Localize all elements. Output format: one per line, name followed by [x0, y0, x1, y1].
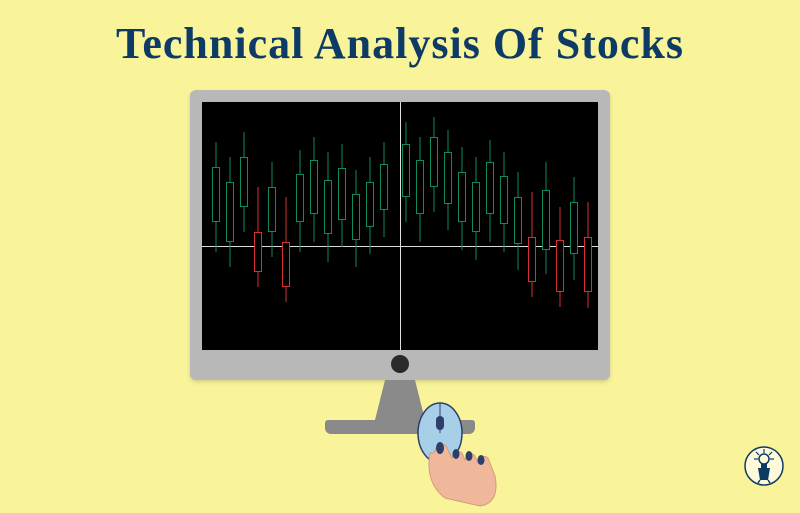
candlestick: [226, 102, 234, 350]
candlestick: [310, 102, 318, 350]
candlestick: [380, 102, 388, 350]
candlestick: [282, 102, 290, 350]
candlestick: [254, 102, 262, 350]
candlestick: [528, 102, 536, 350]
candlestick: [570, 102, 578, 350]
candlestick: [324, 102, 332, 350]
candlestick: [240, 102, 248, 350]
candlestick: [296, 102, 304, 350]
candlestick: [500, 102, 508, 350]
candlestick: [268, 102, 276, 350]
candlestick: [542, 102, 550, 350]
mouse-wheel-icon: [436, 416, 444, 430]
candlestick: [584, 102, 592, 350]
crosshair-vertical: [400, 102, 401, 350]
power-button-icon: [391, 355, 409, 373]
monitor-bezel: [190, 90, 610, 380]
candlestick: [458, 102, 466, 350]
candlestick: [444, 102, 452, 350]
candlestick: [338, 102, 346, 350]
page-title: Technical Analysis Of Stocks: [0, 0, 800, 69]
brand-logo-icon: [744, 446, 784, 486]
chart-screen: [202, 102, 598, 350]
candlestick: [514, 102, 522, 350]
candlestick: [402, 102, 410, 350]
candlestick: [430, 102, 438, 350]
candlestick: [366, 102, 374, 350]
monitor-illustration: [190, 90, 610, 434]
candlestick: [486, 102, 494, 350]
candlestick: [416, 102, 424, 350]
candlestick: [556, 102, 564, 350]
candlestick: [212, 102, 220, 350]
candlestick: [352, 102, 360, 350]
hand-mouse-illustration: [400, 398, 520, 508]
candlestick: [472, 102, 480, 350]
